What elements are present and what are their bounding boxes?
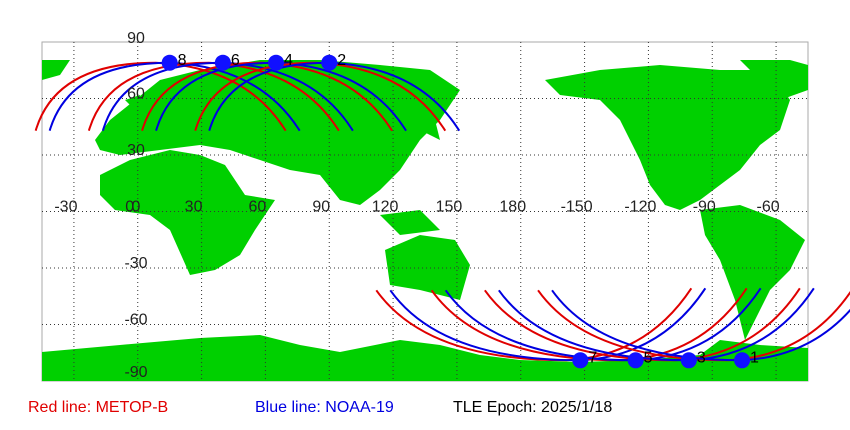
pass-label: 6 <box>231 52 240 69</box>
land <box>42 60 808 381</box>
lon-label: 150 <box>436 199 463 216</box>
lon-label: 30 <box>185 199 203 216</box>
lat-label: 0 <box>132 199 141 216</box>
lon-label: -150 <box>561 199 593 216</box>
legend-epoch: TLE Epoch: 2025/1/18 <box>453 399 612 416</box>
land <box>420 120 440 140</box>
pass-marker <box>214 54 231 71</box>
pass-label: 1 <box>750 350 759 367</box>
lon-label: 90 <box>312 199 330 216</box>
pass-marker <box>161 54 178 71</box>
pass-label: 8 <box>178 52 187 69</box>
pass-label: 4 <box>284 52 293 69</box>
lon-label: -60 <box>757 199 780 216</box>
land <box>95 60 460 205</box>
land <box>42 60 70 80</box>
land <box>380 210 440 235</box>
pass-marker <box>734 352 751 369</box>
lat-label: 30 <box>127 142 145 159</box>
legend-blue: Blue line: NOAA-19 <box>255 399 394 416</box>
lat-label: 90 <box>127 30 145 47</box>
pass-marker <box>572 352 589 369</box>
lon-label: -120 <box>624 199 656 216</box>
grid <box>42 42 808 381</box>
lon-label: -90 <box>693 199 716 216</box>
pass-marker <box>680 352 697 369</box>
land <box>42 335 808 381</box>
pass-label: 3 <box>697 350 706 367</box>
lat-label: -60 <box>124 312 147 329</box>
lat-label: -90 <box>124 364 147 381</box>
legend-red: Red line: METOP-B <box>28 399 168 416</box>
lon-label: -30 <box>54 199 77 216</box>
pass-label: 7 <box>588 350 597 367</box>
lat-label: -30 <box>124 255 147 272</box>
land <box>740 60 808 100</box>
pass-marker <box>321 54 338 71</box>
labels: -30 0 30 60 90 120 150 180 -150 -120 -90 -60 90 60 30 0… <box>54 30 779 381</box>
land <box>545 65 790 210</box>
lon-label: 60 <box>249 199 267 216</box>
lon-label: 180 <box>499 199 526 216</box>
land <box>385 235 470 300</box>
land <box>100 150 275 275</box>
land <box>125 95 140 115</box>
pass-marker <box>268 54 285 71</box>
pass-label: 5 <box>644 350 653 367</box>
lon-label: 120 <box>372 199 399 216</box>
pass-marker <box>627 352 644 369</box>
lat-label: 60 <box>127 86 145 103</box>
lon-label: 0 <box>125 199 134 216</box>
pass-label: 2 <box>337 52 346 69</box>
land <box>700 205 805 340</box>
